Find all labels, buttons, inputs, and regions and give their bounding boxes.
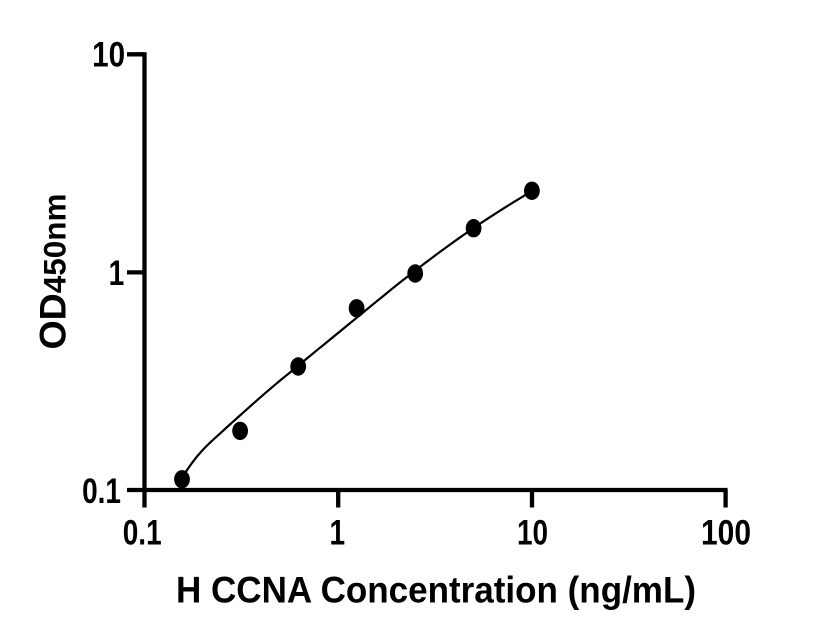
- svg-text:0.1: 0.1: [82, 472, 121, 511]
- svg-text:100: 100: [701, 514, 751, 553]
- svg-text:OD450nm: OD450nm: [31, 193, 73, 349]
- svg-text:1: 1: [109, 254, 125, 293]
- svg-text:10: 10: [92, 36, 125, 75]
- svg-text:10: 10: [517, 514, 548, 553]
- svg-text:1: 1: [330, 514, 346, 553]
- svg-text:0.1: 0.1: [123, 514, 162, 553]
- svg-text:H CCNA Concentration (ng/mL): H CCNA Concentration (ng/mL): [176, 568, 696, 610]
